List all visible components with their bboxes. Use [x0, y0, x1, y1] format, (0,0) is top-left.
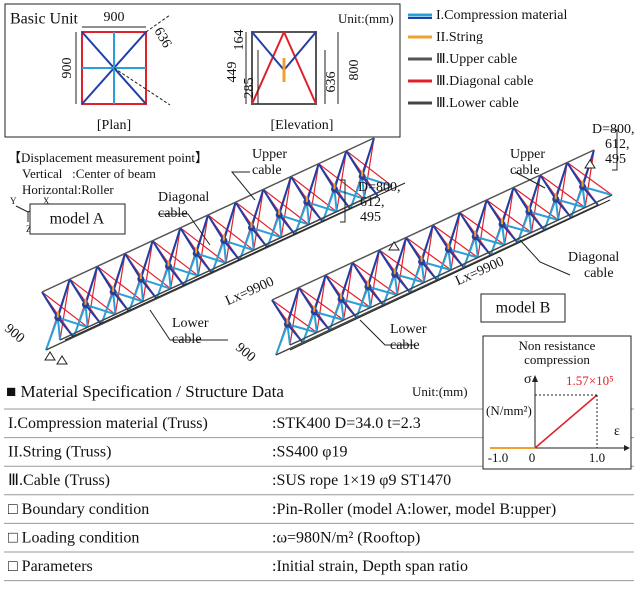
compression — [487, 200, 502, 224]
compression — [236, 202, 252, 228]
label: Lower — [390, 322, 427, 337]
support — [45, 352, 55, 360]
label: 612, — [605, 137, 630, 152]
legend-label: Ⅲ.Diagonal cable — [436, 74, 534, 89]
support — [585, 160, 595, 168]
table-cell: I.Compression material (Truss) — [8, 415, 208, 432]
unit-title: Basic Unit — [10, 11, 79, 28]
elev-dim: 636 — [324, 72, 339, 93]
label: cable — [510, 163, 540, 178]
label: Diagonal — [158, 190, 209, 205]
compression — [299, 288, 314, 312]
compression — [460, 213, 475, 237]
label: Upper — [510, 147, 545, 162]
label: cable — [252, 163, 282, 178]
elev-dim: 449 — [225, 62, 240, 83]
inset-tick: -1.0 — [488, 450, 509, 465]
unit-label: Unit:(mm) — [338, 11, 394, 26]
model-b-name: model B — [496, 300, 551, 317]
compression — [379, 250, 394, 274]
support — [389, 242, 399, 250]
label: 495 — [360, 210, 381, 225]
compression — [353, 263, 368, 287]
plan-label: [Plan] — [97, 118, 131, 133]
compression — [272, 300, 287, 324]
legend: I.Compression material II.String Ⅲ.Upper c… — [408, 8, 568, 111]
inset-title: Non resistance — [519, 338, 596, 353]
plan-width: 900 — [104, 10, 125, 25]
measure-vertical: Vertical :Center of beam — [22, 166, 156, 181]
model-a-name: model A — [50, 211, 105, 228]
axis-y: Y — [10, 196, 17, 206]
label: cable — [390, 338, 420, 353]
compression — [291, 177, 307, 203]
table-cell: :Pin-Roller (model A:lower, model B:uppe… — [272, 501, 556, 518]
table-cell: :SS400 φ19 — [272, 444, 347, 461]
inset-title: compression — [524, 352, 590, 367]
plan-diagonal: 636 — [150, 25, 173, 51]
width-label: 900 — [1, 321, 27, 346]
page: Basic Unit Unit:(mm) 900 900 636 [Plan] … — [0, 0, 638, 610]
compression — [208, 215, 224, 241]
table-unit: Unit:(mm) — [412, 384, 468, 399]
inset-value: 1.57×10⁵ — [566, 373, 614, 388]
compression — [433, 225, 448, 249]
table-cell: :SUS rope 1×19 φ9 ST1470 — [272, 472, 451, 489]
table-cell: :STK400 D=34.0 t=2.3 — [272, 415, 421, 432]
compression — [263, 189, 279, 215]
legend-label: Ⅲ.Upper cable — [436, 52, 517, 67]
compression — [514, 188, 529, 212]
epsilon: ε — [614, 424, 620, 439]
compression — [326, 275, 341, 299]
span-label: Lx=9900 — [223, 274, 276, 309]
table-cell: □ Parameters — [8, 558, 93, 575]
elev-dim: 164 — [232, 30, 247, 51]
legend-label: I.Compression material — [436, 8, 568, 23]
compression — [42, 292, 58, 318]
legend-label: II.String — [436, 30, 483, 45]
label: cable — [584, 266, 614, 281]
support — [57, 356, 67, 364]
compression — [97, 266, 113, 292]
compression — [319, 164, 335, 190]
label: 495 — [605, 152, 626, 167]
label: Upper — [252, 147, 287, 162]
label: 612, — [360, 195, 385, 210]
compression — [70, 279, 86, 305]
compression — [567, 163, 582, 187]
compression — [346, 151, 362, 177]
width-label: 900 — [232, 340, 258, 365]
inset-tick: 1.0 — [589, 450, 605, 465]
table-title: ■ Material Specification / Structure Dat… — [6, 382, 284, 401]
compression — [406, 238, 421, 262]
table-cell: II.String (Truss) — [8, 444, 111, 461]
table-cell: :Initial strain, Depth span ratio — [272, 558, 468, 575]
plan-height: 900 — [60, 58, 75, 79]
elevation-label: [Elevation] — [271, 118, 334, 133]
label: Diagonal — [568, 250, 619, 265]
inset-unit: (N/mm²) — [486, 403, 532, 418]
measure-horizontal: Horizontal:Roller — [22, 182, 114, 197]
table-cell: □ Loading condition — [8, 529, 139, 546]
sigma: σ — [524, 372, 532, 387]
table-cell: :ω=980N/m² (Rooftop) — [272, 529, 420, 546]
elev-dim: 285 — [242, 78, 257, 99]
legend-label: Ⅲ.Lower cable — [436, 96, 519, 111]
table-cell: Ⅲ.Cable (Truss) — [8, 472, 110, 489]
compression — [153, 241, 169, 267]
compression — [125, 254, 141, 280]
measure-title: 【Displacement measurement point】 — [8, 150, 208, 165]
label: D=800, — [592, 122, 635, 137]
compression — [180, 228, 196, 254]
elev-dim: 800 — [347, 60, 362, 81]
label: Lower — [172, 316, 209, 331]
inset-tick: 0 — [529, 450, 536, 465]
table-cell: □ Boundary condition — [8, 501, 149, 518]
